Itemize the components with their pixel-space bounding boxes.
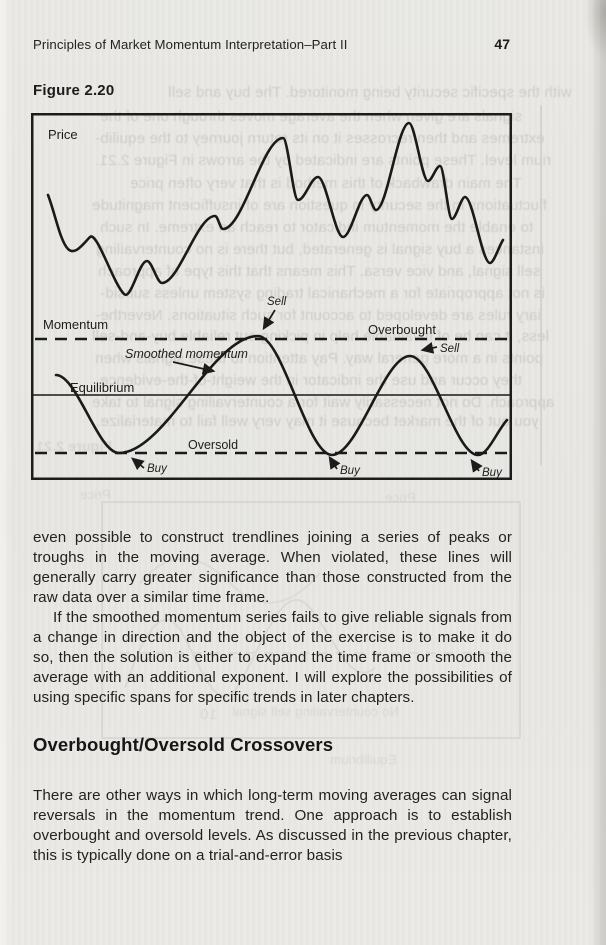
ghost-figure-shapes [101, 501, 521, 739]
buy-arrow-2 [328, 455, 341, 470]
smoothed-momentum-label: Smoothed momentum [125, 347, 248, 361]
equilibrium-label: Equilibrium [70, 380, 134, 395]
sell-arrow-2 [420, 342, 438, 354]
page-right-edge [590, 0, 606, 945]
buy-arrow-3 [470, 458, 483, 473]
overbought-label: Overbought [368, 322, 436, 337]
sell-label-1: Sell [267, 296, 287, 308]
running-head: Principles of Market Momentum Interpreta… [33, 36, 510, 52]
paragraph: If the smoothed momentum series fails to… [33, 609, 512, 706]
sell-arrow-1 [262, 309, 276, 331]
ghost-figure-border [540, 105, 542, 465]
body-text: even possible to construct trendlines jo… [33, 528, 512, 866]
paragraph: There are other ways in which long-term … [33, 787, 512, 864]
page-number: 47 [494, 36, 510, 52]
buy-arrow-1 [131, 457, 145, 471]
smoothed-momentum-arrow [172, 361, 216, 375]
buy-label-1: Buy [147, 463, 168, 475]
buy-label-2: Buy [340, 465, 361, 477]
oversold-label: Oversold [188, 438, 238, 452]
ghost-line: with the specific security being monitor… [168, 84, 572, 101]
momentum-label: Momentum [43, 317, 108, 332]
paragraph: even possible to construct trendlines jo… [33, 529, 512, 606]
price-label: Price [48, 127, 78, 142]
figure-2-20: Price Momentum Overbought Equilibrium Ov… [31, 113, 512, 485]
sell-label-2: Sell [440, 343, 460, 355]
momentum-chart: Price Momentum Overbought Equilibrium Ov… [31, 113, 512, 480]
section-heading: Overbought/Oversold Crossovers [33, 734, 334, 755]
scan-corner-shadow [584, 0, 606, 60]
figure-border [31, 113, 512, 480]
figure-caption: Figure 2.20 [33, 82, 115, 99]
smoothed-momentum-curve [54, 334, 509, 457]
buy-label-3: Buy [482, 467, 503, 479]
running-head-title: Principles of Market Momentum Interpreta… [33, 37, 348, 52]
price-curve [46, 121, 505, 296]
page-left-edge [0, 0, 12, 945]
